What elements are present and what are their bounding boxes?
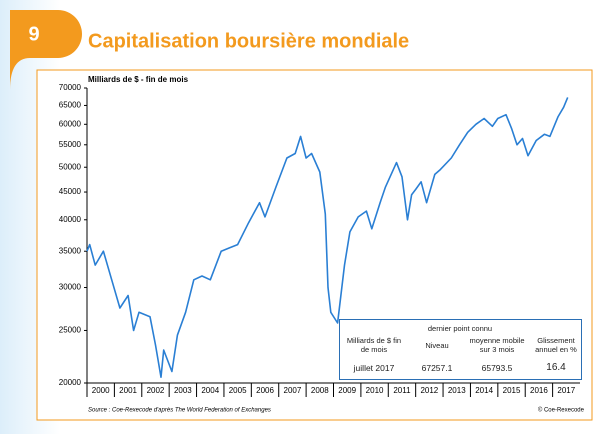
inset-cell: juillet 2017 [353,363,395,373]
x-tick-label: 2013 [448,386,466,395]
source: Source : Coe-Rexecode d'après The World … [88,408,271,414]
y-tick-label: 45000 [59,187,82,196]
badge-shape [10,10,82,90]
copyright: © Coe-Rexecode [538,407,585,414]
x-tick-label: 2000 [92,386,110,395]
inset-header: Glissement annuel en % [535,336,577,354]
y-axis-label: Milliards de $ - fin de mois [88,75,189,84]
inset-table: dernier point connu Milliards de $ fin d… [339,319,582,380]
line-series [86,97,569,378]
x-tick-label: 2007 [284,386,302,395]
inset-header: moyenne mobile sur 3 mois [469,336,525,354]
x-tick-label: 2017 [557,386,575,395]
chart-title: Capitalisation boursière mondiale [88,30,409,52]
x-tick-label: 2012 [420,386,438,395]
x-tick-label: 2002 [147,386,165,395]
badge-number: 9 [28,23,39,45]
y-tick-label: 40000 [59,215,82,224]
x-tick-label: 2014 [475,386,493,395]
inset-header: Milliards de $ fin de mois [346,336,402,354]
y-tick-label: 70000 [59,83,82,92]
y-tick-label: 25000 [59,326,82,335]
y-tick-label: 50000 [59,162,82,171]
x-tick-label: 2004 [201,386,219,395]
x-tick-label: 2015 [503,386,521,395]
y-tick-label: 55000 [59,140,82,149]
y-tick-label: 65000 [59,101,82,110]
x-tick-label: 2003 [174,386,192,395]
y-tick-label: 20000 [59,378,82,387]
inset-cell: 65793.5 [481,363,513,373]
x-tick-label: 2001 [119,386,137,395]
x-tick-label: 2016 [530,386,548,395]
y-tick-label: 35000 [59,246,82,255]
x-tick-label: 2006 [256,386,274,395]
inset-title: dernier point connu [427,324,493,333]
x-tick-label: 2010 [366,386,384,395]
inset-cell: 67257.1 [421,363,453,373]
x-tick-label: 2008 [311,386,329,395]
x-tick-label: 2005 [229,386,247,395]
x-tick-label: 2009 [338,386,356,395]
inset-header: Niveau [425,341,449,350]
y-tick-label: 60000 [59,119,82,128]
inset-cell: 16.4 [546,362,566,373]
y-tick-label: 30000 [59,283,82,292]
x-tick-label: 2011 [393,386,411,395]
